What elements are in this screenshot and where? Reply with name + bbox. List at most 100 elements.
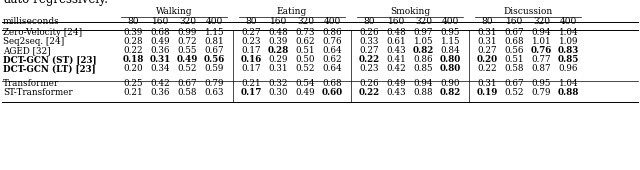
Text: 320: 320	[533, 17, 550, 26]
Text: 0.67: 0.67	[178, 79, 197, 88]
Text: Transformer: Transformer	[3, 79, 59, 88]
Text: 0.52: 0.52	[296, 64, 316, 73]
Text: 0.59: 0.59	[205, 64, 224, 73]
Text: 0.99: 0.99	[178, 28, 197, 37]
Text: 0.72: 0.72	[178, 37, 197, 46]
Text: 0.96: 0.96	[559, 64, 579, 73]
Text: 0.31: 0.31	[150, 55, 171, 64]
Text: 0.77: 0.77	[532, 55, 551, 64]
Text: 160: 160	[270, 17, 287, 26]
Text: 0.64: 0.64	[323, 64, 342, 73]
Text: 0.94: 0.94	[413, 79, 433, 88]
Text: 0.67: 0.67	[505, 79, 524, 88]
Text: 1.04: 1.04	[559, 79, 579, 88]
Text: 0.95: 0.95	[532, 79, 551, 88]
Text: 0.67: 0.67	[205, 46, 224, 55]
Text: 0.31: 0.31	[477, 37, 497, 46]
Text: 0.83: 0.83	[558, 46, 579, 55]
Text: 0.58: 0.58	[505, 64, 524, 73]
Text: Smoking: Smoking	[390, 7, 430, 16]
Text: 0.49: 0.49	[387, 79, 406, 88]
Text: 320: 320	[415, 17, 432, 26]
Text: 400: 400	[560, 17, 577, 26]
Text: 320: 320	[297, 17, 314, 26]
Text: 0.88: 0.88	[413, 88, 433, 97]
Text: 0.79: 0.79	[205, 79, 224, 88]
Text: 0.68: 0.68	[505, 37, 524, 46]
Text: 0.34: 0.34	[150, 64, 170, 73]
Text: 0.39: 0.39	[269, 37, 288, 46]
Text: 80: 80	[482, 17, 493, 26]
Text: 1.01: 1.01	[532, 37, 551, 46]
Text: 0.32: 0.32	[269, 79, 288, 88]
Text: DCT-GCN (ST) [23]: DCT-GCN (ST) [23]	[3, 55, 97, 64]
Text: 0.51: 0.51	[505, 55, 524, 64]
Text: 0.25: 0.25	[124, 79, 143, 88]
Text: 0.27: 0.27	[477, 46, 497, 55]
Text: 0.27: 0.27	[242, 28, 261, 37]
Text: 0.94: 0.94	[532, 28, 551, 37]
Text: 0.58: 0.58	[178, 88, 197, 97]
Text: 400: 400	[442, 17, 459, 26]
Text: ST-Transformer: ST-Transformer	[3, 88, 72, 97]
Text: 80: 80	[128, 17, 140, 26]
Text: 0.22: 0.22	[359, 88, 380, 97]
Text: 0.21: 0.21	[124, 88, 143, 97]
Text: 0.23: 0.23	[242, 37, 261, 46]
Text: 0.29: 0.29	[269, 55, 288, 64]
Text: 0.79: 0.79	[532, 88, 551, 97]
Text: 0.80: 0.80	[440, 64, 461, 73]
Text: 0.63: 0.63	[205, 88, 224, 97]
Text: 0.62: 0.62	[296, 37, 316, 46]
Text: AGED [32]: AGED [32]	[3, 46, 51, 55]
Text: 0.22: 0.22	[477, 64, 497, 73]
Text: 1.15: 1.15	[441, 37, 460, 46]
Text: 1.04: 1.04	[559, 28, 579, 37]
Text: 0.62: 0.62	[323, 55, 342, 64]
Text: 0.22: 0.22	[359, 55, 380, 64]
Text: Discussion: Discussion	[504, 7, 552, 16]
Text: 0.73: 0.73	[296, 28, 316, 37]
Text: 80: 80	[364, 17, 375, 26]
Text: 0.22: 0.22	[124, 46, 143, 55]
Text: 0.82: 0.82	[413, 46, 434, 55]
Text: 0.50: 0.50	[296, 55, 316, 64]
Text: 0.52: 0.52	[178, 64, 197, 73]
Text: 0.20: 0.20	[477, 55, 498, 64]
Text: 0.56: 0.56	[505, 46, 524, 55]
Text: 0.84: 0.84	[440, 46, 460, 55]
Text: 0.42: 0.42	[150, 79, 170, 88]
Text: 0.26: 0.26	[360, 28, 380, 37]
Text: 0.61: 0.61	[387, 37, 406, 46]
Text: 0.87: 0.87	[532, 64, 551, 73]
Text: 0.16: 0.16	[241, 55, 262, 64]
Text: 0.68: 0.68	[150, 28, 170, 37]
Text: 0.85: 0.85	[413, 64, 433, 73]
Text: 0.67: 0.67	[505, 28, 524, 37]
Text: 0.86: 0.86	[413, 55, 433, 64]
Text: 0.64: 0.64	[323, 46, 342, 55]
Text: 0.81: 0.81	[205, 37, 224, 46]
Text: Seq2seq. [24]: Seq2seq. [24]	[3, 37, 64, 46]
Text: 0.51: 0.51	[296, 46, 316, 55]
Text: 320: 320	[179, 17, 196, 26]
Text: Eating: Eating	[277, 7, 307, 16]
Text: 0.48: 0.48	[387, 28, 406, 37]
Text: 0.30: 0.30	[269, 88, 288, 97]
Text: 0.39: 0.39	[124, 28, 143, 37]
Text: 0.21: 0.21	[242, 79, 261, 88]
Text: 0.28: 0.28	[268, 46, 289, 55]
Text: 80: 80	[246, 17, 257, 26]
Text: 0.18: 0.18	[123, 55, 144, 64]
Text: 0.27: 0.27	[360, 46, 380, 55]
Text: 0.80: 0.80	[440, 55, 461, 64]
Text: 0.19: 0.19	[477, 88, 498, 97]
Text: 0.31: 0.31	[477, 79, 497, 88]
Text: 160: 160	[152, 17, 169, 26]
Text: 0.76: 0.76	[323, 37, 342, 46]
Text: 0.36: 0.36	[151, 88, 170, 97]
Text: 0.41: 0.41	[387, 55, 406, 64]
Text: 0.23: 0.23	[360, 64, 380, 73]
Text: 1.05: 1.05	[413, 37, 433, 46]
Text: 0.68: 0.68	[323, 79, 342, 88]
